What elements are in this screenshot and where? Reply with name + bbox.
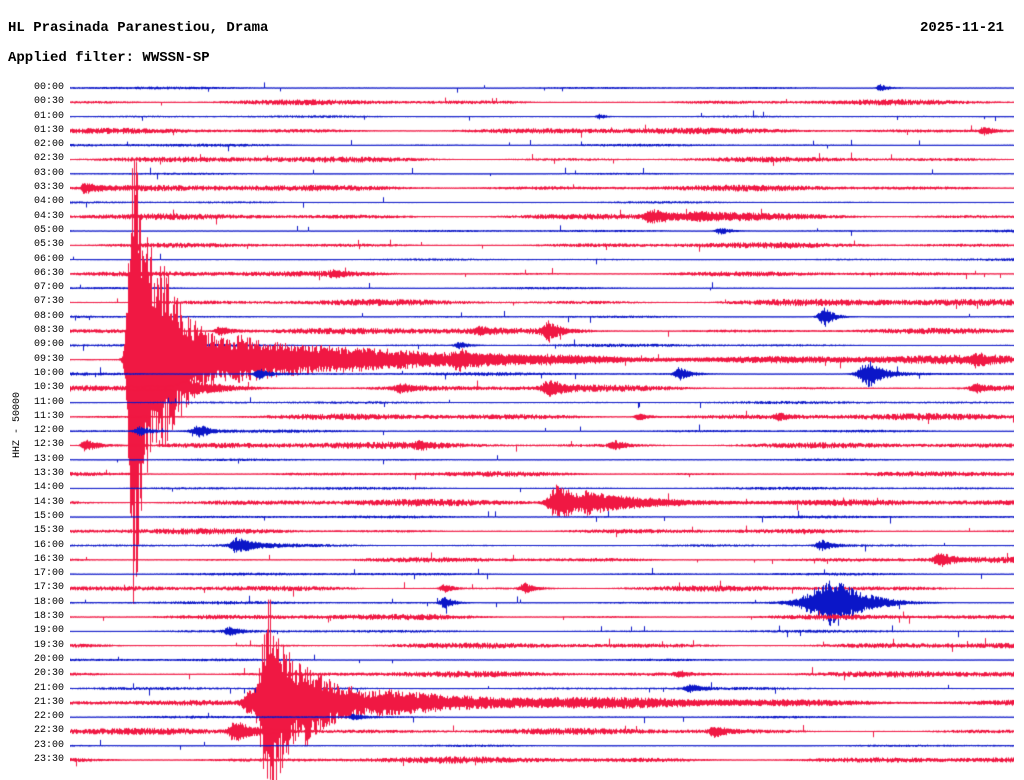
time-label: 05:00 bbox=[34, 224, 65, 236]
time-label: 05:30 bbox=[34, 239, 65, 251]
time-label: 14:30 bbox=[34, 496, 65, 508]
time-label: 18:30 bbox=[34, 611, 65, 623]
time-label: 16:00 bbox=[34, 539, 65, 551]
time-label: 07:00 bbox=[34, 282, 65, 294]
time-label: 20:30 bbox=[34, 668, 65, 680]
time-label: 13:00 bbox=[34, 453, 65, 465]
time-label: 21:00 bbox=[34, 682, 65, 694]
channel-scale-label: HHZ - 50000 bbox=[12, 392, 23, 459]
time-label: 01:00 bbox=[34, 110, 65, 122]
time-label: 04:00 bbox=[34, 196, 65, 208]
time-label: 19:30 bbox=[34, 639, 65, 651]
time-label: 12:30 bbox=[34, 439, 65, 451]
seismogram-canvas bbox=[70, 80, 1014, 780]
time-label: 17:00 bbox=[34, 568, 65, 580]
time-label: 03:00 bbox=[34, 167, 65, 179]
time-label: 02:00 bbox=[34, 139, 65, 151]
record-date: 2025-11-21 bbox=[919, 20, 1004, 36]
time-label: 23:00 bbox=[34, 739, 65, 751]
time-label: 07:30 bbox=[34, 296, 65, 308]
time-label: 00:00 bbox=[34, 82, 65, 93]
time-label: 11:30 bbox=[34, 410, 65, 422]
time-label: 19:00 bbox=[34, 625, 65, 637]
time-label: 22:00 bbox=[34, 711, 65, 723]
time-label: 10:00 bbox=[34, 367, 65, 379]
time-label: 15:30 bbox=[34, 525, 65, 537]
time-label: 00:30 bbox=[34, 96, 65, 108]
time-label: 14:00 bbox=[34, 482, 65, 494]
station-title: HL Prasinada Paranestiou, Drama bbox=[8, 20, 269, 36]
time-label: 11:00 bbox=[34, 396, 65, 408]
time-label: 23:30 bbox=[34, 754, 65, 765]
time-label: 06:30 bbox=[34, 267, 65, 279]
time-label: 16:30 bbox=[34, 553, 65, 565]
time-label: 08:30 bbox=[34, 325, 65, 337]
time-label: 22:30 bbox=[34, 725, 65, 737]
time-label: 21:30 bbox=[34, 696, 65, 708]
time-label: 04:30 bbox=[34, 210, 65, 222]
time-label: 13:30 bbox=[34, 468, 65, 480]
time-label: 10:30 bbox=[34, 382, 65, 394]
time-label: 20:00 bbox=[34, 653, 65, 665]
time-label: 02:30 bbox=[34, 153, 65, 165]
time-label: 12:00 bbox=[34, 425, 65, 437]
filter-label: Applied filter: WWSSN-SP bbox=[8, 50, 210, 66]
time-label: 09:00 bbox=[34, 339, 65, 351]
time-label: 01:30 bbox=[34, 124, 65, 136]
time-label: 08:00 bbox=[34, 310, 65, 322]
time-label: 18:00 bbox=[34, 596, 65, 608]
time-label: 06:00 bbox=[34, 253, 65, 265]
time-label: 09:30 bbox=[34, 353, 65, 365]
time-label: 15:00 bbox=[34, 510, 65, 522]
time-label: 03:30 bbox=[34, 182, 65, 194]
time-label: 17:30 bbox=[34, 582, 65, 594]
